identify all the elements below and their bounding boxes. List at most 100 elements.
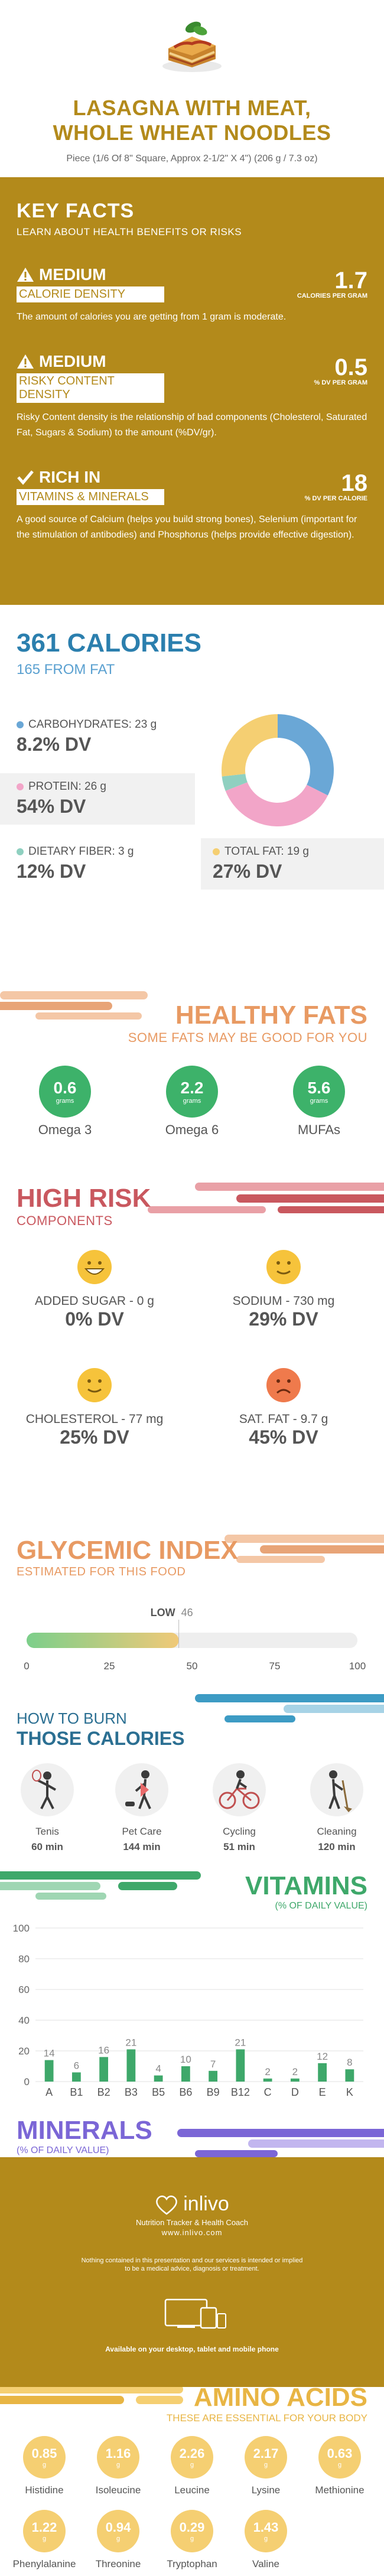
risk-label: ADDED SUGAR - 0 g: [35, 1294, 154, 1308]
amino-isoleucine: 1.16 g Isoleucine: [86, 2436, 151, 2496]
fact-level: MEDIUM: [39, 352, 106, 370]
bar-B2: [99, 2057, 109, 2082]
x-tick-label: B9: [207, 2086, 220, 2098]
amino-name: Tryptophan: [167, 2558, 217, 2570]
donut-slice-fiber: [222, 774, 248, 791]
high-risk-subtitle: COMPONENTS: [17, 1213, 113, 1228]
donut-slice-carbs: [278, 714, 334, 796]
bar-D: [290, 2078, 300, 2082]
risk-dv: 0% DV: [65, 1308, 124, 1330]
amino-circle: 2.17 g: [245, 2436, 287, 2479]
amino-name: Histidine: [25, 2484, 64, 2496]
gi-level: LOW: [151, 1607, 175, 1618]
amino-name: Lysine: [251, 2484, 281, 2496]
bar-B12: [236, 2049, 245, 2082]
amino-circle: 0.29 g: [171, 2510, 213, 2552]
dog-walking-icon: [115, 1763, 168, 1816]
healthy-fats-section: HEALTHY FATS SOME FATS MAY BE GOOD FOR Y…: [0, 983, 384, 1172]
gi-tick-label: 75: [269, 1660, 281, 1672]
risk-dv: 45% DV: [249, 1427, 318, 1448]
vitamins-title: VITAMINS: [245, 1871, 367, 1900]
disclaimer-line-2: to be a medical advice, diagnosis or tre…: [125, 2265, 259, 2272]
bar-C: [263, 2078, 272, 2082]
brand-url[interactable]: www.inlivo.com: [161, 2228, 223, 2237]
key-facts-title: KEY FACTS: [17, 200, 135, 222]
x-tick-label: B6: [179, 2086, 192, 2098]
amino-unit: g: [42, 2461, 47, 2468]
amino-name: Phenylalanine: [12, 2558, 76, 2570]
bar-K: [345, 2069, 354, 2082]
stripes-decoration: [224, 1535, 384, 1563]
fact-value: 0.5: [334, 354, 367, 380]
x-tick-label: K: [346, 2086, 353, 2098]
x-tick-label: D: [291, 2086, 299, 2098]
fat-unit: grams: [56, 1098, 74, 1105]
amino-value: 1.22: [31, 2520, 57, 2535]
amino-unit: g: [190, 2461, 194, 2468]
y-tick-label: 20: [18, 2046, 30, 2057]
protein-label: PROTEIN: 26 g: [28, 780, 106, 793]
healthy-fats-title: HEALTHY FATS: [175, 1001, 367, 1030]
fat-value: 0.6: [53, 1079, 77, 1097]
burn-title-line-1: HOW TO BURN: [17, 1709, 127, 1727]
amino-circle: 2.26 g: [171, 2436, 213, 2479]
amino-circle: 1.16 g: [97, 2436, 139, 2479]
fat-omega6: 2.2 grams Omega 6: [148, 1066, 236, 1138]
fat-label: TOTAL FAT: 19 g: [224, 845, 309, 858]
bar-B1: [71, 2072, 81, 2082]
fiber-dv: 12% DV: [17, 861, 86, 882]
title-line-2: WHOLE WHEAT NOODLES: [53, 121, 331, 145]
calories-section: 361 CALORIES 165 FROM FAT CARBOHYDRATES:…: [0, 605, 384, 983]
disclaimer-line-1: Nothing contained in this presentation a…: [81, 2257, 303, 2264]
carbs-dv: 8.2% DV: [17, 734, 92, 755]
cycling-icon: [213, 1763, 266, 1816]
fat-name: Omega 3: [38, 1122, 92, 1137]
amino-name: Isoleucine: [95, 2484, 141, 2496]
stripes-decoration: [177, 2129, 384, 2157]
activity-name: Cycling: [223, 1826, 256, 1837]
risk-dv: 25% DV: [60, 1427, 129, 1448]
carbs-macro: CARBOHYDRATES: 23 g 8.2% DV: [0, 711, 195, 763]
tennis-icon: [21, 1763, 74, 1816]
x-tick-label: B12: [231, 2086, 250, 2098]
amino-title: AMINO ACIDS: [193, 2383, 367, 2412]
amino-value: 0.63: [327, 2446, 353, 2461]
activity-time: 120 min: [318, 1841, 356, 1852]
fat-value: 5.6: [307, 1079, 331, 1097]
available-note: Available on your desktop, tablet and mo…: [105, 2345, 279, 2353]
activity-time: 51 min: [223, 1841, 255, 1852]
serving-size: Piece (1/6 Of 8" Square, Approx 2-1/2" X…: [66, 154, 318, 164]
cleaning-icon: [310, 1763, 363, 1816]
fact-calorie-density: MEDIUM CALORIE DENSITY 1.7 CALORIES PER …: [17, 265, 367, 325]
risk-dv: 29% DV: [249, 1308, 318, 1330]
fact-description: A good source of Calcium (helps you buil…: [17, 514, 357, 540]
risk-sat-fat: SAT. FAT - 9.7 g 45% DV: [201, 1367, 366, 1448]
title-line-1: LASAGNA WITH MEAT,: [73, 96, 311, 120]
bar-B6: [181, 2066, 190, 2082]
macro-donut-chart: [222, 714, 334, 826]
glycemic-bar: LOW 46 0 25 50 75 100: [24, 1607, 366, 1672]
amino-value: 1.43: [253, 2520, 279, 2535]
vitamins-subtitle: (% OF DAILY VALUE): [275, 1901, 367, 1911]
activity-cleaning: Cleaning 120 min: [301, 1763, 372, 1853]
activity-time: 144 min: [123, 1841, 161, 1852]
fact-description: Risky Content density is the relationshi…: [17, 412, 367, 438]
gi-fill: [27, 1633, 179, 1648]
amino-value: 1.16: [105, 2446, 131, 2461]
stripes-decoration: [0, 1871, 201, 1900]
x-tick-label: B2: [97, 2086, 110, 2098]
gi-tick-label: 0: [24, 1660, 29, 1672]
amino-name: Methionine: [315, 2484, 365, 2496]
brand-name: inlivo: [183, 2193, 229, 2215]
amino-unit: g: [116, 2535, 121, 2542]
footer: inlivo Nutrition Tracker & Health Coach …: [0, 2157, 384, 2387]
x-tick-label: C: [264, 2086, 272, 2098]
fact-unit: % DV PER GRAM: [314, 379, 367, 386]
amino-phenylalanine: 1.22 g Phenylalanine: [12, 2510, 77, 2570]
header: LASAGNA WITH MEAT, WHOLE WHEAT NOODLES P…: [0, 0, 384, 177]
x-tick-label: E: [319, 2086, 326, 2098]
warning-icon: [17, 268, 34, 282]
amino-circle: 0.94 g: [97, 2510, 139, 2552]
amino-value: 0.94: [105, 2520, 131, 2535]
carbs-label: CARBOHYDRATES: 23 g: [28, 718, 157, 731]
